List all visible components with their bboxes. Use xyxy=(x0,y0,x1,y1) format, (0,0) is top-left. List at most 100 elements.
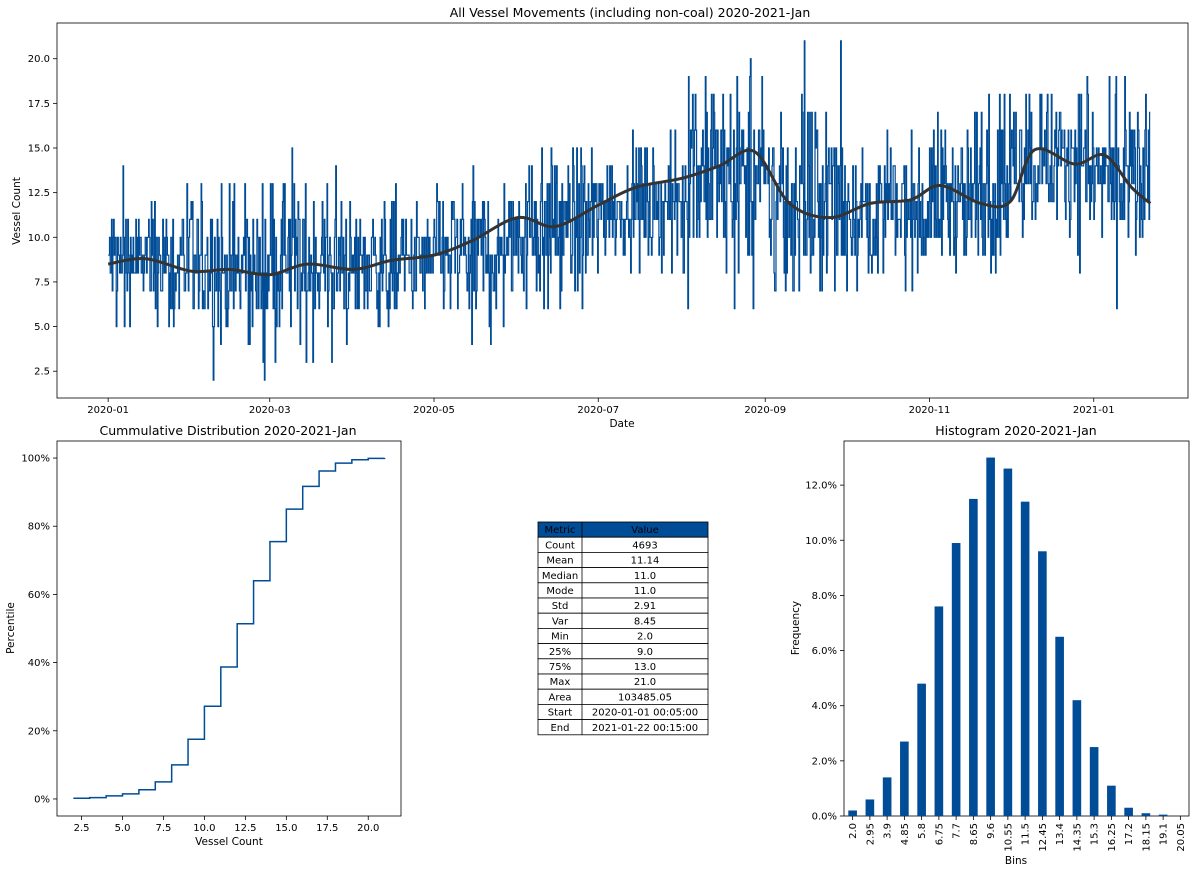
x-tick-label: 13.4 xyxy=(1055,823,1066,845)
x-tick-label: 20.0 xyxy=(357,823,379,834)
smoothed-series-line xyxy=(107,147,1152,277)
x-tick-label: 7.5 xyxy=(156,823,172,834)
x-tick-label: 9.6 xyxy=(986,823,997,839)
histogram-bar xyxy=(1020,501,1030,816)
table-cell-metric: Area xyxy=(548,692,571,703)
histogram-bar xyxy=(986,457,995,816)
table-cell-value: 9.0 xyxy=(637,647,653,658)
histogram-bar xyxy=(1038,551,1047,816)
histogram-bar xyxy=(1107,785,1116,816)
histogram-bar xyxy=(951,543,961,816)
x-tick-label: 15.3 xyxy=(1090,823,1101,845)
table-cell-value: 2021-01-22 00:15:00 xyxy=(592,723,698,734)
cdf-data xyxy=(73,457,386,800)
histogram-ticks: 0.0% 2.0% 4.0% 6.0% 8.0% 10.0% 12.0% 2.0 2.95 3.9… xyxy=(805,481,1187,852)
x-tick-label: 2.5 xyxy=(74,823,90,834)
x-tick-label: 10.0 xyxy=(193,823,215,834)
histogram-bar xyxy=(1124,807,1133,816)
table-cell-metric: 25% xyxy=(549,647,571,658)
table-row xyxy=(537,719,709,736)
x-tick-label: 3.9 xyxy=(883,823,894,839)
stats-table: Metric Value Count 4693 Mean 11.14 Median 11.0 M… xyxy=(537,521,709,736)
histogram-bar xyxy=(1055,636,1064,816)
histogram-ylabel: Frequency xyxy=(790,601,802,655)
histogram-bar xyxy=(917,683,926,816)
x-tick-label: 6.75 xyxy=(934,823,945,845)
histogram-bar xyxy=(882,777,892,816)
histogram-bar xyxy=(969,498,978,816)
table-cell-metric: Mode xyxy=(546,586,573,597)
x-tick-label: 2020-07 xyxy=(577,405,619,416)
cdf-xlabel: Vessel Count xyxy=(195,836,263,848)
time-series-ylabel: Vessel Count xyxy=(11,177,23,245)
x-tick-label: 2.0 xyxy=(848,823,859,839)
x-tick-label: 2020-01 xyxy=(87,405,129,416)
cdf-title: Cummulative Distribution 2020-2021-Jan xyxy=(99,423,356,438)
table-cell-metric: Var xyxy=(552,616,569,627)
x-tick-label: 12.5 xyxy=(234,823,256,834)
cdf-ylabel: Percentile xyxy=(5,602,17,654)
y-tick-label: 80% xyxy=(28,522,50,533)
table-cell-metric: Start xyxy=(548,708,573,719)
x-tick-label: 14.35 xyxy=(1072,823,1083,852)
table-cell-metric: Max xyxy=(550,677,571,688)
histogram-bar xyxy=(1003,468,1013,816)
x-tick-label: 12.45 xyxy=(1038,823,1049,852)
time-series-data xyxy=(107,40,1152,381)
y-tick-label: 100% xyxy=(21,454,50,465)
y-tick-label: 0% xyxy=(34,794,50,805)
y-tick-label: 15.0 xyxy=(28,144,50,155)
x-tick-label: 18.15 xyxy=(1141,823,1152,852)
y-tick-label: 12.5 xyxy=(28,188,50,199)
table-cell-metric: Mean xyxy=(546,556,573,567)
time-series-chart: All Vessel Movements (including non-coal… xyxy=(11,5,1189,430)
raw-series-line xyxy=(108,40,1151,381)
x-tick-label: 2020-05 xyxy=(413,405,455,416)
table-cell-value: 21.0 xyxy=(634,677,656,688)
x-tick-label: 2021-01 xyxy=(1073,405,1115,416)
y-tick-label: 0.0% xyxy=(812,812,837,823)
x-tick-label: 19.1 xyxy=(1159,823,1170,845)
x-tick-label: 7.7 xyxy=(952,823,963,839)
y-tick-label: 5.0 xyxy=(34,322,50,333)
histogram-bar xyxy=(865,799,875,816)
x-tick-label: 8.65 xyxy=(969,823,980,845)
table-cell-value: 11.0 xyxy=(634,571,656,582)
y-tick-label: 4.0% xyxy=(812,701,837,712)
histogram-bar xyxy=(1089,747,1099,816)
x-tick-label: 11.5 xyxy=(1021,823,1032,845)
histogram-title: Histogram 2020-2021-Jan xyxy=(935,423,1096,438)
x-tick-label: 2020-11 xyxy=(909,405,951,416)
table-cell-value: 2.0 xyxy=(637,632,653,643)
histogram-bar xyxy=(934,606,944,816)
y-tick-label: 2.0% xyxy=(812,756,837,767)
cdf-step-line xyxy=(73,457,386,800)
x-tick-label: 2020-09 xyxy=(744,405,786,416)
y-tick-label: 60% xyxy=(28,590,50,601)
y-tick-label: 20% xyxy=(28,726,50,737)
time-series-title: All Vessel Movements (including non-coal… xyxy=(450,5,811,20)
x-tick-label: 10.55 xyxy=(1003,823,1014,852)
table-cell-value: 4693 xyxy=(632,540,657,551)
table-cell-value: 11.0 xyxy=(634,586,656,597)
x-tick-label: 5.8 xyxy=(917,823,928,839)
histogram-bar xyxy=(900,741,909,816)
table-cell-metric: Median xyxy=(542,571,578,582)
histogram-bar xyxy=(1158,814,1168,816)
time-series-ticks: 2020-01 2020-03 2020-05 2020-07 2020-09 2020-… xyxy=(28,54,1115,416)
table-cell-value: 11.14 xyxy=(631,556,660,567)
table-cell-value: 8.45 xyxy=(634,616,656,627)
y-tick-label: 10.0 xyxy=(28,233,50,244)
table-cell-value: 103485.05 xyxy=(618,692,672,703)
cdf-ticks: 2.5 5.0 7.5 10.0 12.5 15.0 17.5 20.0 0% 20% 40% 60%… xyxy=(21,454,379,834)
y-tick-label: 2.5 xyxy=(34,367,50,378)
y-tick-label: 8.0% xyxy=(812,591,837,602)
histogram-bar xyxy=(1072,700,1082,816)
y-tick-label: 12.0% xyxy=(805,481,837,492)
x-tick-label: 4.85 xyxy=(900,823,911,845)
table-cell-value: 2.91 xyxy=(634,601,656,612)
table-header-value: Value xyxy=(631,525,658,536)
table-cell-metric: End xyxy=(550,723,569,734)
table-cell-value: 2020-01-01 00:05:00 xyxy=(592,708,698,719)
